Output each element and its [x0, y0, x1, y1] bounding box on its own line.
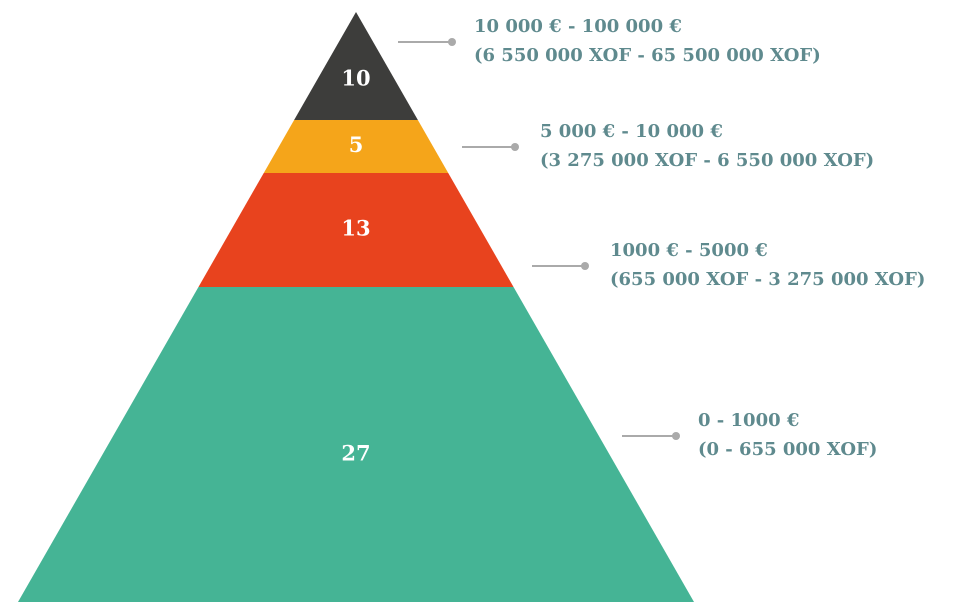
- range-xof: (0 - 655 000 XOF): [698, 439, 877, 460]
- band-value: 5: [349, 132, 364, 157]
- range-xof: (3 275 000 XOF - 6 550 000 XOF): [540, 150, 874, 171]
- range-eur: 0 - 1000 €: [698, 410, 799, 431]
- range-xof: (6 550 000 XOF - 65 500 000 XOF): [474, 45, 821, 66]
- connector-dot: [581, 262, 589, 270]
- range-eur: 5 000 € - 10 000 €: [540, 121, 723, 142]
- connector-dot: [511, 143, 519, 151]
- band-value: 13: [341, 216, 370, 241]
- band-value: 27: [341, 441, 370, 466]
- band-value: 10: [341, 66, 370, 91]
- connector-dot: [672, 432, 680, 440]
- pyramid-band: [18, 287, 694, 602]
- connector-dot: [448, 38, 456, 46]
- pyramid-band: [263, 120, 449, 173]
- pyramid-band: [198, 173, 514, 287]
- range-xof: (655 000 XOF - 3 275 000 XOF): [610, 269, 925, 290]
- pyramid-band: [294, 12, 418, 120]
- range-eur: 1000 € - 5000 €: [610, 240, 768, 261]
- range-eur: 10 000 € - 100 000 €: [474, 16, 682, 37]
